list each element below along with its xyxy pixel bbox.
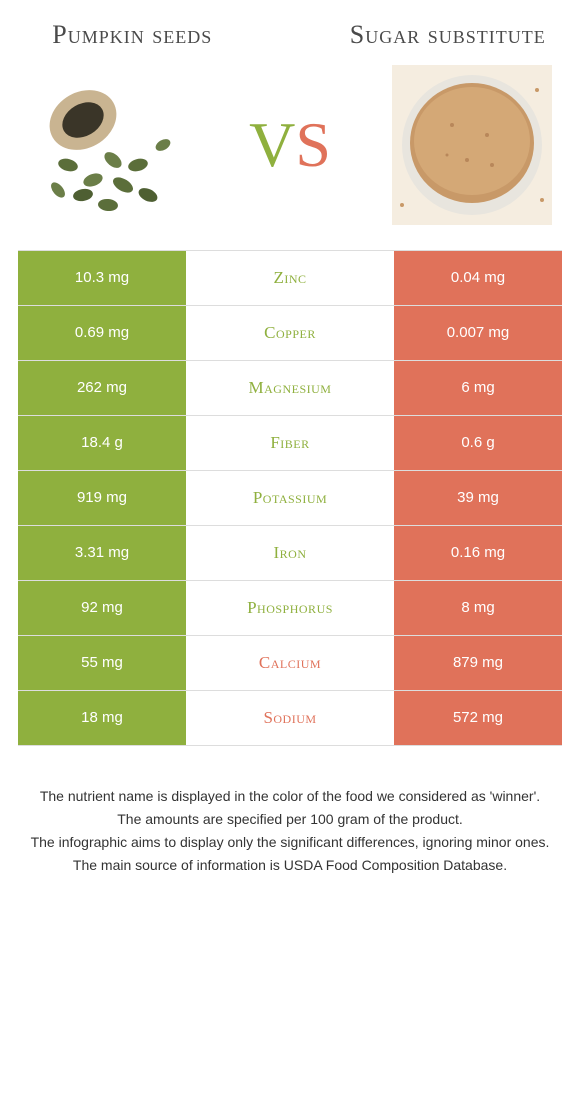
nutrient-label-cell: Potassium	[188, 471, 392, 525]
footer-notes: The nutrient name is displayed in the co…	[18, 786, 562, 876]
right-value-cell: 572 mg	[392, 691, 562, 745]
right-value-cell: 8 mg	[392, 581, 562, 635]
table-row: 92 mgPhosphorus8 mg	[18, 581, 562, 636]
right-value-cell: 0.16 mg	[392, 526, 562, 580]
nutrient-label-cell: Copper	[188, 306, 392, 360]
nutrient-label-cell: Sodium	[188, 691, 392, 745]
table-row: 262 mgMagnesium6 mg	[18, 361, 562, 416]
right-value-cell: 39 mg	[392, 471, 562, 525]
right-value-cell: 0.6 g	[392, 416, 562, 470]
sugar-substitute-image	[392, 65, 552, 225]
nutrient-label-cell: Zinc	[188, 251, 392, 305]
footer-line-4: The main source of information is USDA F…	[28, 855, 552, 876]
table-row: 18 mgSodium572 mg	[18, 691, 562, 746]
pumpkin-seeds-image	[28, 65, 188, 225]
right-value-cell: 0.04 mg	[392, 251, 562, 305]
nutrient-table: 10.3 mgZinc0.04 mg0.69 mgCopper0.007 mg2…	[18, 250, 562, 746]
vs-s-letter: S	[295, 113, 331, 177]
left-food-title: Pumpkin seeds	[18, 20, 246, 50]
header-right-col: Sugar substitute	[334, 20, 562, 50]
table-row: 0.69 mgCopper0.007 mg	[18, 306, 562, 361]
nutrient-label-cell: Phosphorus	[188, 581, 392, 635]
right-food-title: Sugar substitute	[334, 20, 562, 50]
left-value-cell: 55 mg	[18, 636, 188, 690]
left-value-cell: 18 mg	[18, 691, 188, 745]
nutrient-label-cell: Fiber	[188, 416, 392, 470]
infographic-container: Pumpkin seeds Sugar substitute	[0, 0, 580, 876]
footer-line-3: The infographic aims to display only the…	[28, 832, 552, 853]
footer-line-2: The amounts are specified per 100 gram o…	[28, 809, 552, 830]
left-value-cell: 92 mg	[18, 581, 188, 635]
images-row: VS	[18, 65, 562, 225]
header-left-col: Pumpkin seeds	[18, 20, 246, 50]
table-row: 18.4 gFiber0.6 g	[18, 416, 562, 471]
left-value-cell: 919 mg	[18, 471, 188, 525]
nutrient-label-cell: Magnesium	[188, 361, 392, 415]
right-value-cell: 6 mg	[392, 361, 562, 415]
table-row: 10.3 mgZinc0.04 mg	[18, 251, 562, 306]
left-value-cell: 262 mg	[18, 361, 188, 415]
table-row: 919 mgPotassium39 mg	[18, 471, 562, 526]
left-value-cell: 0.69 mg	[18, 306, 188, 360]
right-value-cell: 879 mg	[392, 636, 562, 690]
left-value-cell: 3.31 mg	[18, 526, 188, 580]
vs-label: VS	[249, 113, 331, 177]
footer-line-1: The nutrient name is displayed in the co…	[28, 786, 552, 807]
nutrient-label-cell: Calcium	[188, 636, 392, 690]
nutrient-label-cell: Iron	[188, 526, 392, 580]
table-row: 3.31 mgIron0.16 mg	[18, 526, 562, 581]
vs-v-letter: V	[249, 113, 295, 177]
header-row: Pumpkin seeds Sugar substitute	[18, 20, 562, 50]
left-value-cell: 18.4 g	[18, 416, 188, 470]
right-value-cell: 0.007 mg	[392, 306, 562, 360]
left-value-cell: 10.3 mg	[18, 251, 188, 305]
table-row: 55 mgCalcium879 mg	[18, 636, 562, 691]
